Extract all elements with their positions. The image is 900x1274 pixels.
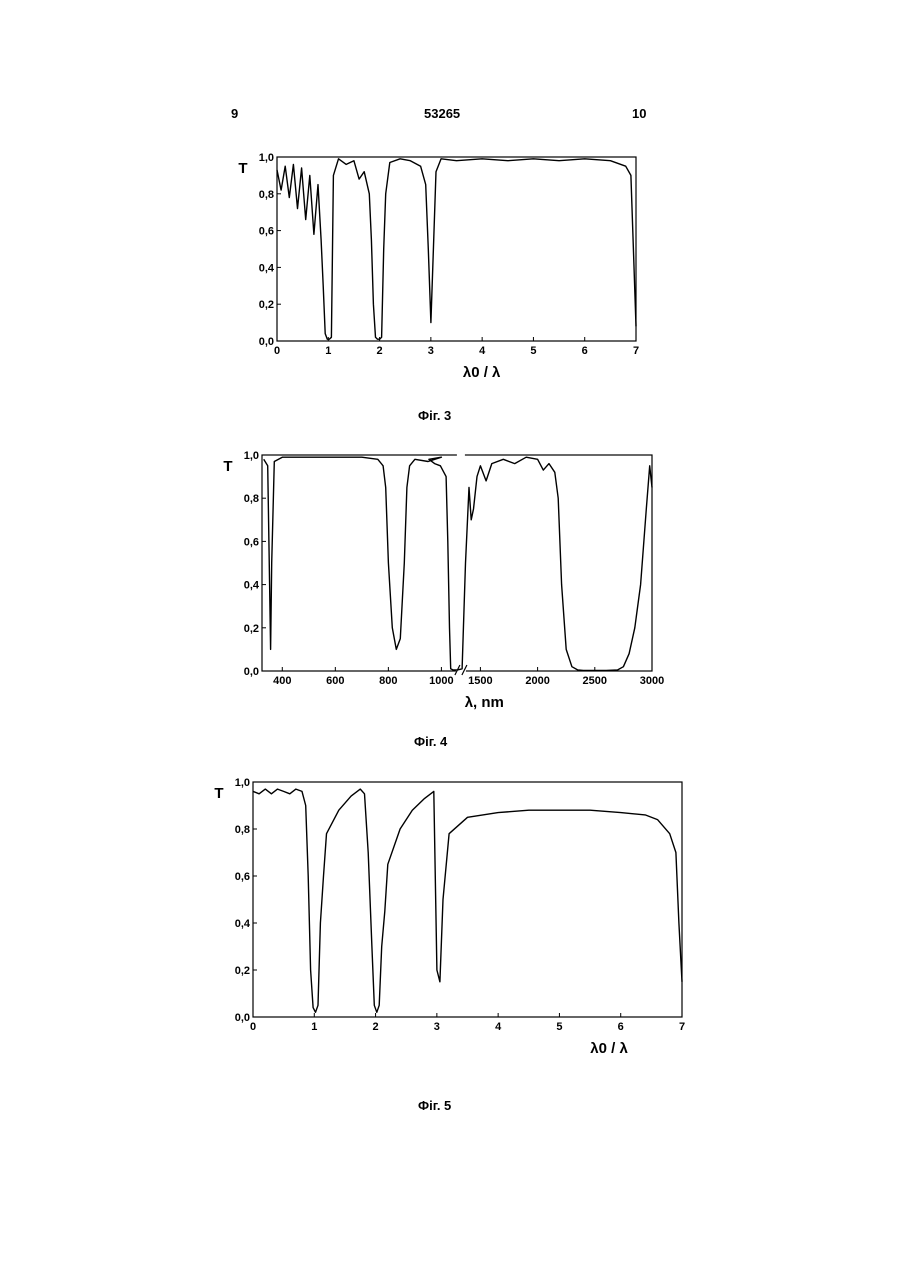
x-tick-label: 6: [618, 1021, 624, 1033]
y-tick-label: 0,8: [235, 824, 250, 836]
y-tick-label: 0,2: [259, 299, 274, 311]
series-line-0: [264, 457, 652, 670]
x-tick-label: 3: [428, 345, 434, 357]
x-tick-label: 7: [679, 1021, 685, 1033]
figure-4-chart: 0,0 0,2 0,4 0,6 0,8 1,0 400 600 800 1000 1500 2000 2…: [0, 440, 900, 740]
page-number-left: 9: [231, 106, 238, 121]
x-tick-label: 2: [377, 345, 383, 357]
x-axis-label: λ0 / λ: [590, 1040, 628, 1057]
figure-3-caption: Фіг. 3: [418, 408, 451, 423]
x-tick-label: 800: [379, 675, 397, 687]
x-axis-label: λ, nm: [465, 694, 504, 711]
y-tick-label: 0,0: [259, 336, 274, 348]
x-tick-label: 1: [311, 1021, 317, 1033]
x-tick-label: 600: [326, 675, 344, 687]
y-tick-label: 1,0: [259, 152, 274, 164]
y-tick-label: 0,6: [244, 536, 259, 548]
y-tick-label: 0,8: [259, 189, 274, 201]
series-line-0: [253, 789, 682, 1012]
x-tick-label: 2500: [583, 675, 607, 687]
x-tick-label: 4: [495, 1021, 502, 1033]
y-tick-label: 0,4: [235, 918, 251, 930]
x-tick-label: 0: [250, 1021, 256, 1033]
x-tick-label: 6: [582, 345, 588, 357]
y-tick-label: 0,4: [244, 580, 260, 592]
y-tick-label: 1,0: [244, 450, 259, 462]
y-tick-label: 0,2: [235, 965, 250, 977]
x-tick-label: 1000: [429, 675, 453, 687]
page-number-right: 10: [632, 106, 646, 121]
x-tick-label: 3000: [640, 675, 664, 687]
plot-frame: [277, 157, 636, 341]
y-tick-label: 0,6: [259, 226, 274, 238]
figure-5-chart: 0,0 0,2 0,4 0,6 0,8 1,0 0 1 2 3 4 5 6 7 Tλ0 / λ: [0, 765, 900, 1075]
series-line-0: [277, 159, 636, 339]
y-tick-label: 0,4: [259, 262, 275, 274]
y-tick-label: 0,6: [235, 871, 250, 883]
x-tick-label: 4: [479, 345, 486, 357]
x-tick-label: 400: [273, 675, 291, 687]
x-tick-label: 2: [373, 1021, 379, 1033]
x-tick-label: 1500: [468, 675, 492, 687]
y-tick-label: 0,0: [244, 666, 259, 678]
axis-break-gap-top: [457, 451, 465, 459]
y-tick-label: 0,0: [235, 1012, 250, 1024]
y-axis-label: T: [214, 785, 223, 802]
y-tick-label: 1,0: [235, 777, 250, 789]
x-tick-label: 3: [434, 1021, 440, 1033]
y-axis-label: T: [238, 160, 247, 177]
x-tick-label: 0: [274, 345, 280, 357]
x-tick-label: 5: [556, 1021, 562, 1033]
figure-5-caption: Фіг. 5: [418, 1098, 451, 1113]
y-axis-label: T: [223, 458, 232, 475]
y-tick-label: 0,8: [244, 493, 259, 505]
x-tick-label: 7: [633, 345, 639, 357]
figure-4-caption: Фіг. 4: [414, 734, 447, 749]
x-tick-label: 1: [325, 345, 331, 357]
document-number: 53265: [424, 106, 460, 121]
x-tick-label: 5: [530, 345, 536, 357]
x-axis-label: λ0 / λ: [463, 364, 501, 381]
y-tick-label: 0,2: [244, 623, 259, 635]
plot-frame: [262, 455, 652, 671]
x-tick-label: 2000: [525, 675, 549, 687]
